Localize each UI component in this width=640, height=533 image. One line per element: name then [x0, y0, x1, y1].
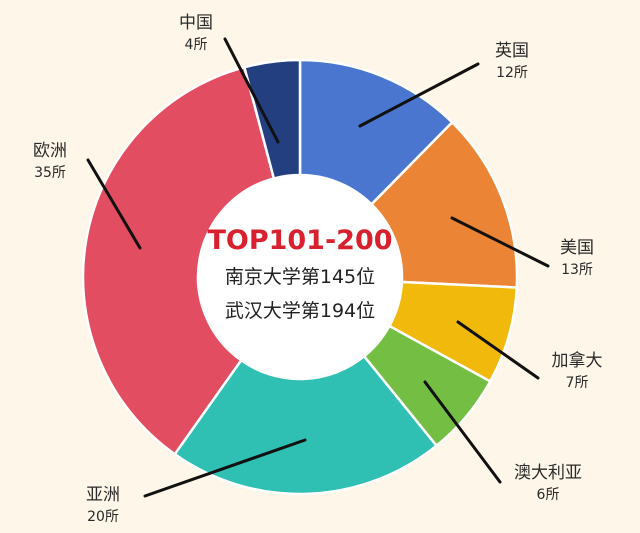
slice-label-4: 亚洲: [86, 485, 120, 505]
slice-count-6: 4所: [185, 37, 208, 53]
slice-count-1: 13所: [561, 262, 593, 278]
slice-label-5: 欧洲: [33, 141, 67, 161]
slice-label-1: 美国: [560, 238, 594, 258]
donut-slices: [81, 58, 519, 496]
leader-lines: [86, 37, 550, 498]
slice-label-6: 中国: [179, 13, 213, 33]
center-text: TOP101-200 南京大学第145位 武汉大学第194位: [207, 225, 392, 322]
slice-count-0: 12所: [496, 65, 528, 81]
slice-label-3: 澳大利亚: [514, 463, 582, 483]
leader-line-3: [423, 380, 502, 484]
center-line-2: 武汉大学第194位: [225, 300, 375, 322]
slice-label-0: 英国: [495, 41, 529, 61]
center-title: TOP101-200: [207, 225, 392, 256]
leader-line-0: [358, 62, 480, 128]
leader-line-1: [450, 216, 550, 268]
donut-hole: [198, 175, 402, 379]
slice-count-3: 6所: [537, 487, 560, 503]
leader-line-6: [223, 37, 280, 144]
slice-count-5: 35所: [34, 165, 66, 181]
leader-line-4: [143, 438, 307, 498]
center-line-1: 南京大学第145位: [225, 266, 375, 288]
slice-count-4: 20所: [87, 509, 119, 525]
leader-line-5: [86, 158, 142, 250]
leader-line-2: [456, 320, 540, 380]
slice-count-2: 7所: [566, 375, 589, 391]
slice-label-2: 加拿大: [552, 350, 603, 371]
